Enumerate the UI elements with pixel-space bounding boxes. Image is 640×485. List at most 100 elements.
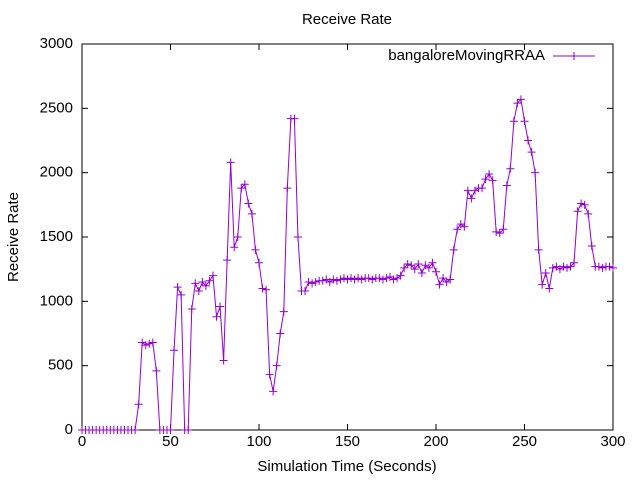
x-tick-label: 100: [246, 433, 271, 450]
point-marker: [559, 262, 568, 271]
point-marker: [545, 284, 554, 293]
point-marker: [226, 158, 235, 167]
point-marker: [230, 243, 239, 252]
y-tick-label: 2000: [40, 164, 73, 181]
y-tick-label: 1000: [40, 292, 73, 309]
point-marker: [368, 275, 377, 284]
x-tick-label: 300: [600, 433, 625, 450]
point-marker: [233, 233, 242, 241]
point-marker: [584, 209, 593, 218]
point-marker: [463, 186, 472, 195]
x-axis-label: Simulation Time (Seconds): [257, 458, 436, 475]
point-marker: [417, 269, 426, 278]
point-marker: [173, 283, 182, 292]
point-marker: [499, 225, 508, 234]
point-marker: [364, 274, 373, 283]
point-marker: [148, 338, 157, 347]
point-marker: [449, 245, 458, 254]
point-marker: [145, 339, 154, 348]
x-tick-label: 150: [335, 433, 360, 450]
point-marker: [605, 262, 614, 271]
point-marker: [566, 262, 575, 271]
point-marker: [520, 117, 529, 126]
point-marker: [534, 245, 543, 254]
point-marker: [432, 267, 440, 276]
chart-title: Receive Rate: [302, 11, 392, 28]
point-marker: [502, 181, 511, 190]
point-marker: [428, 258, 437, 267]
point-marker: [453, 225, 462, 234]
point-marker: [336, 275, 345, 284]
point-marker: [357, 275, 366, 284]
x-tick-label: 50: [162, 433, 179, 450]
point-marker: [538, 280, 547, 289]
point-marker: [580, 200, 589, 209]
point-marker: [403, 260, 412, 269]
point-marker: [262, 285, 271, 294]
point-marker: [527, 148, 536, 157]
x-tick-label: 0: [78, 433, 86, 450]
point-marker: [531, 168, 540, 177]
point-marker: [301, 287, 310, 296]
point-marker: [339, 274, 348, 283]
point-marker: [258, 284, 267, 293]
point-marker: [251, 245, 260, 254]
point-marker: [485, 169, 494, 178]
point-marker: [492, 227, 501, 236]
point-marker: [255, 258, 263, 267]
point-marker: [177, 290, 186, 299]
point-marker: [247, 209, 256, 218]
point-marker: [276, 329, 285, 338]
point-marker: [318, 276, 327, 285]
point-marker: [541, 269, 550, 278]
point-marker: [269, 387, 278, 396]
point-marker: [311, 278, 320, 287]
point-marker: [594, 262, 603, 271]
point-marker: [378, 275, 387, 284]
point-marker: [414, 260, 423, 269]
y-tick-label: 0: [65, 421, 73, 438]
point-marker: [166, 426, 175, 434]
point-marker: [184, 426, 193, 434]
point-marker: [587, 242, 596, 251]
point-marker: [350, 275, 359, 284]
point-marker: [216, 302, 225, 311]
point-marker: [293, 233, 302, 241]
point-marker: [332, 276, 341, 285]
point-marker: [509, 117, 518, 126]
point-marker: [347, 274, 356, 283]
point-marker: [562, 263, 571, 272]
point-marker: [506, 164, 515, 173]
point-marker: [244, 199, 253, 208]
point-marker: [343, 275, 352, 284]
y-tick-label: 500: [48, 357, 73, 374]
legend-marker: [570, 52, 578, 60]
point-marker: [212, 312, 221, 321]
point-marker: [524, 136, 533, 145]
point-marker: [513, 99, 522, 108]
point-marker: [279, 307, 288, 316]
point-marker: [272, 361, 281, 370]
point-marker: [223, 256, 232, 265]
point-marker: [265, 370, 274, 379]
point-marker: [573, 207, 582, 216]
point-marker: [134, 400, 143, 409]
y-tick-label: 1500: [40, 228, 73, 245]
point-marker: [460, 222, 469, 231]
point-marker: [141, 341, 150, 350]
point-marker: [283, 184, 292, 193]
point-marker: [481, 175, 490, 184]
point-marker: [194, 287, 203, 296]
point-marker: [446, 275, 455, 284]
point-marker: [152, 366, 161, 375]
point-marker: [488, 176, 497, 185]
legend-label: bangaloreMovingRRAA: [388, 47, 545, 64]
y-tick-label: 3000: [40, 35, 73, 52]
point-marker: [495, 229, 504, 238]
point-marker: [191, 279, 200, 288]
point-marker: [516, 95, 525, 104]
point-marker: [131, 426, 140, 434]
point-marker: [205, 276, 214, 285]
point-marker: [478, 184, 487, 193]
